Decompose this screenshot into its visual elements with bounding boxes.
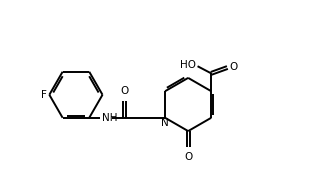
Text: O: O [121,86,129,96]
Text: N: N [161,118,169,128]
Text: O: O [184,152,192,162]
Text: F: F [41,90,47,100]
Text: HO: HO [180,60,196,70]
Text: O: O [230,62,238,72]
Text: NH: NH [102,113,117,123]
